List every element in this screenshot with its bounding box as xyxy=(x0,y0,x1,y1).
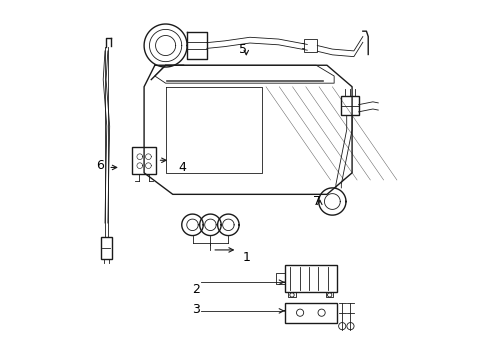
Bar xyxy=(132,147,155,174)
Text: 6: 6 xyxy=(96,159,103,172)
Bar xyxy=(341,96,358,116)
Text: 1: 1 xyxy=(242,251,250,264)
Bar xyxy=(285,265,336,292)
Text: 3: 3 xyxy=(192,303,200,316)
Bar xyxy=(101,237,112,259)
Text: 4: 4 xyxy=(178,161,185,174)
Text: 5: 5 xyxy=(239,42,246,55)
Bar xyxy=(285,303,336,323)
Text: 2: 2 xyxy=(192,283,200,296)
Text: 7: 7 xyxy=(312,195,320,208)
Bar xyxy=(304,39,317,52)
